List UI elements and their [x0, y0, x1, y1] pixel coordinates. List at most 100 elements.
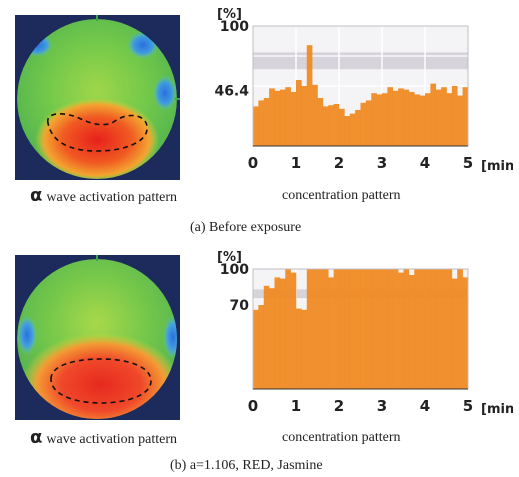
x-tick-label: 0: [248, 154, 258, 172]
bar: [317, 98, 324, 146]
bar: [322, 269, 329, 389]
bar: [360, 269, 367, 389]
bar: [446, 93, 453, 146]
bar: [365, 100, 372, 146]
panel-caption-b: (b) a=1.106, RED, Jasmine: [170, 458, 323, 473]
bar: [441, 87, 447, 146]
bar: [435, 89, 442, 146]
map-caption-text: wave activation pattern: [46, 432, 177, 447]
bar: [451, 278, 458, 389]
bar: [290, 92, 297, 146]
bar: [462, 277, 469, 389]
alpha-wave-map-b: [15, 255, 180, 420]
chart-caption-b: concentration pattern: [282, 430, 401, 445]
bar: [355, 110, 361, 146]
bar: [392, 269, 399, 389]
bar: [274, 90, 281, 146]
bar: [414, 269, 420, 389]
bar: [333, 269, 340, 389]
bar: [333, 104, 340, 146]
reference-band: [253, 52, 468, 70]
bar: [462, 87, 469, 146]
x-axis-label: [min]: [481, 402, 513, 417]
x-tick-label: 1: [291, 154, 301, 172]
bar: [371, 93, 377, 146]
bar: [296, 308, 302, 389]
bar: [365, 269, 372, 389]
bar: [317, 269, 324, 389]
y-tick-label: 100: [220, 262, 249, 278]
bar: [392, 90, 399, 146]
bar: [301, 86, 308, 146]
bar: [419, 269, 426, 389]
bar: [328, 105, 334, 146]
bar: [419, 95, 426, 146]
bar: [430, 83, 437, 146]
bar: [285, 87, 291, 146]
bar: [371, 269, 377, 389]
x-tick-label: 4: [420, 397, 430, 415]
map-caption-b: α wave activation pattern: [30, 427, 177, 448]
y-tick-label: 100: [220, 19, 249, 35]
y-axis-label: [%]: [217, 250, 242, 265]
bar: [296, 80, 302, 146]
bar: [312, 269, 318, 389]
bar: [279, 89, 286, 146]
bar: [355, 269, 361, 389]
bar: [253, 309, 259, 389]
y-axis-label: [%]: [217, 7, 242, 22]
alpha-wave-map-a: [15, 15, 180, 180]
y-tick-label: 70: [230, 298, 250, 314]
bar: [446, 269, 453, 389]
x-tick-label: 1: [291, 397, 301, 415]
concentration-chart-b: [%] 100 70 0 1 2 3 4 5 [min]: [217, 250, 513, 417]
alpha-symbol: α: [30, 185, 43, 206]
bar: [382, 269, 388, 389]
bar: [253, 106, 259, 146]
bar: [441, 269, 447, 389]
bar: [425, 93, 431, 146]
alpha-symbol: α: [30, 427, 43, 448]
bar: [263, 98, 270, 146]
map-caption-text: wave activation pattern: [46, 190, 177, 205]
bar: [285, 269, 291, 389]
x-tick-label: 3: [377, 397, 387, 415]
x-tick-label: 0: [248, 397, 258, 415]
bar: [344, 116, 351, 146]
panel-caption-a: (a) Before exposure: [190, 220, 302, 235]
bar: [258, 100, 265, 146]
bar: [457, 95, 463, 146]
bar: [274, 277, 281, 389]
bar: [290, 272, 297, 389]
bar: [349, 269, 356, 389]
bar: [279, 278, 286, 389]
bar: [269, 288, 275, 389]
x-tick-label: 5: [463, 154, 473, 172]
bar: [376, 94, 383, 146]
bar: [322, 106, 329, 146]
bar: [339, 108, 345, 146]
bar: [339, 269, 345, 389]
x-tick-label: 5: [463, 397, 473, 415]
bar: [451, 86, 458, 146]
bar: [398, 88, 404, 146]
bar: [328, 277, 334, 389]
x-tick-label: 3: [377, 154, 387, 172]
x-axis-label: [min]: [481, 159, 513, 174]
bar: [344, 269, 351, 389]
map-caption-a: α wave activation pattern: [30, 185, 177, 206]
bar: [263, 285, 270, 389]
bar: [387, 269, 394, 389]
bar: [457, 269, 463, 389]
bar: [414, 94, 420, 146]
bar: [376, 269, 383, 389]
bar: [306, 45, 313, 147]
y-tick-label: 46.4: [214, 83, 249, 99]
x-tick-label: 4: [420, 154, 430, 172]
concentration-chart-a: [%] 100 46.4 0 1 2 3 4 5 [min]: [214, 7, 513, 174]
bar: [387, 87, 394, 146]
bar: [312, 84, 318, 146]
bar: [403, 269, 410, 389]
x-tick-label: 2: [334, 397, 344, 415]
bar: [382, 93, 388, 146]
